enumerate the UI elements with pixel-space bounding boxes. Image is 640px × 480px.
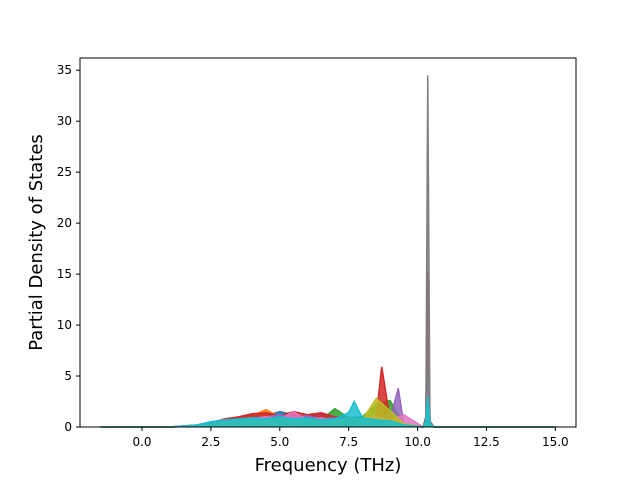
series-area-4 <box>100 272 556 427</box>
x-tick-label: 2.5 <box>201 435 220 449</box>
x-tick-label: 15.0 <box>542 435 569 449</box>
series-layer <box>100 75 556 429</box>
series-area-10 <box>100 396 556 427</box>
series-line-10 <box>100 396 556 428</box>
x-axis-label: Frequency (THz) <box>255 455 402 476</box>
x-axis-ticks: 0.0 2.5 5.0 7.5 10.0 12.5 15.0 <box>132 427 569 449</box>
y-tick-label: 15 <box>57 267 72 281</box>
series-line-4 <box>100 272 556 428</box>
y-tick-label: 5 <box>64 369 72 383</box>
y-tick-label: 20 <box>57 216 72 230</box>
y-tick-label: 10 <box>57 318 72 332</box>
x-tick-label: 5.0 <box>270 435 289 449</box>
x-tick-label: 10.0 <box>404 435 431 449</box>
series-area-8 <box>100 75 556 427</box>
y-axis-label: Partial Density of States <box>26 134 47 351</box>
y-tick-label: 35 <box>57 63 72 77</box>
y-axis-ticks: 0 5 10 15 20 25 30 35 <box>57 63 80 434</box>
y-tick-label: 30 <box>57 114 72 128</box>
y-tick-label: 0 <box>64 420 72 434</box>
plot-frame <box>79 57 577 428</box>
y-tick-label: 25 <box>57 165 72 179</box>
x-tick-label: 0.0 <box>132 435 151 449</box>
series-line-8 <box>100 75 556 428</box>
x-tick-label: 12.5 <box>473 435 500 449</box>
x-tick-label: 7.5 <box>339 435 358 449</box>
